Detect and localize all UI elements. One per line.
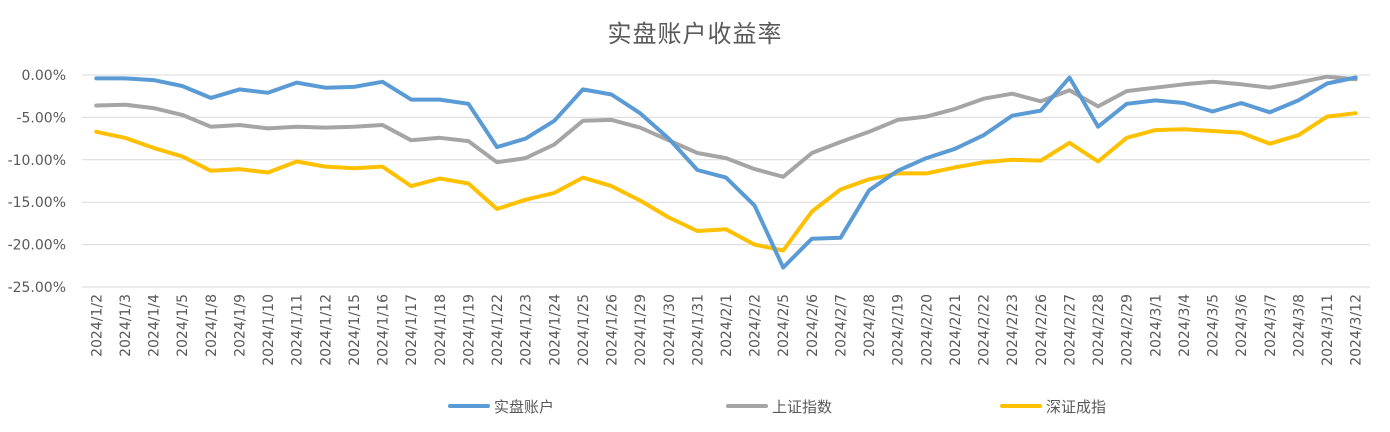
x-tick-label: 2024/2/1 (719, 294, 735, 357)
x-tick-label: 2024/2/7 (833, 294, 849, 357)
x-tick-label: 2024/2/23 (1005, 294, 1021, 366)
x-tick-label: 2024/1/5 (175, 294, 191, 357)
series-line-2 (94, 111, 1358, 253)
x-tick-label: 2024/1/30 (662, 294, 678, 366)
y-tick-label: -20.00% (8, 238, 66, 254)
x-tick-label: 2024/2/5 (776, 294, 792, 357)
x-tick-label: 2024/3/5 (1206, 294, 1222, 357)
grid-lines (82, 74, 1370, 288)
x-tick-label: 2024/3/6 (1234, 294, 1250, 357)
x-tick-label: 2024/2/28 (1091, 294, 1107, 366)
y-tick-label: -10.00% (8, 153, 66, 169)
chart-title: 实盘账户收益率 (607, 20, 783, 48)
x-tick-label: 2024/1/17 (404, 294, 420, 366)
x-tick-label: 2024/1/16 (376, 294, 392, 366)
x-tick-label: 2024/3/12 (1349, 294, 1365, 366)
x-tick-label: 2024/1/24 (547, 294, 563, 366)
legend-label: 深证成指 (1046, 398, 1106, 416)
x-tick-label: 2024/2/19 (891, 294, 907, 366)
x-tick-label: 2024/1/2 (89, 294, 105, 357)
x-tick-label: 2024/1/4 (147, 294, 163, 357)
y-tick-label: -5.00% (16, 110, 66, 126)
x-tick-label: 2024/1/23 (519, 294, 535, 366)
x-tick-label: 2024/1/9 (232, 294, 248, 357)
x-tick-label: 2024/1/8 (204, 294, 220, 357)
x-tick-label: 2024/1/22 (490, 294, 506, 366)
x-tick-label: 2024/2/6 (805, 294, 821, 357)
x-tick-label: 2024/3/11 (1320, 294, 1336, 366)
y-tick-label: 0.00% (22, 68, 66, 84)
legend: 实盘账户 上证指数 深证成指 (448, 398, 1106, 416)
x-tick-label: 2024/1/25 (576, 294, 592, 366)
x-tick-label: 2024/1/19 (461, 294, 477, 366)
series-line-0 (94, 75, 1358, 270)
x-tick-label: 2024/1/12 (318, 294, 334, 366)
series-lines (94, 74, 1358, 270)
x-tick-label: 2024/1/15 (347, 294, 363, 366)
x-tick-label: 2024/2/20 (919, 294, 935, 366)
x-tick-label: 2024/2/29 (1120, 294, 1136, 366)
series-line-1 (94, 74, 1358, 179)
x-tick-label: 2024/3/4 (1177, 294, 1193, 357)
x-tick-label: 2024/2/26 (1034, 294, 1050, 366)
x-tick-label: 2024/1/18 (433, 294, 449, 366)
y-tick-label: -25.00% (8, 280, 66, 296)
legend-label: 上证指数 (772, 398, 832, 416)
x-tick-label: 2024/2/21 (948, 294, 964, 366)
x-tick-label: 2024/2/22 (977, 294, 993, 366)
x-tick-label: 2024/1/31 (690, 294, 706, 366)
x-tick-label: 2024/1/29 (633, 294, 649, 366)
x-tick-label: 2024/1/11 (290, 294, 306, 366)
x-tick-label: 2024/3/1 (1148, 294, 1164, 357)
x-tick-label: 2024/2/8 (862, 294, 878, 357)
legend-label: 实盘账户 (494, 398, 554, 416)
x-axis-labels: 2024/1/2 2024/1/3 2024/1/4 2024/1/5 2024/1/8… (89, 294, 1364, 366)
y-tick-label: -15.00% (8, 195, 66, 211)
x-tick-label: 2024/3/7 (1263, 294, 1279, 357)
y-axis-labels: 0.00% -5.00% -10.00% -15.00% -20.00% -25.00% (8, 68, 66, 296)
x-tick-label: 2024/3/8 (1291, 294, 1307, 357)
x-tick-label: 2024/2/2 (748, 294, 764, 357)
x-tick-label: 2024/2/27 (1062, 294, 1078, 366)
x-tick-label: 2024/1/10 (261, 294, 277, 366)
x-tick-label: 2024/1/3 (118, 294, 134, 357)
x-tick-label: 2024/1/26 (605, 294, 621, 366)
